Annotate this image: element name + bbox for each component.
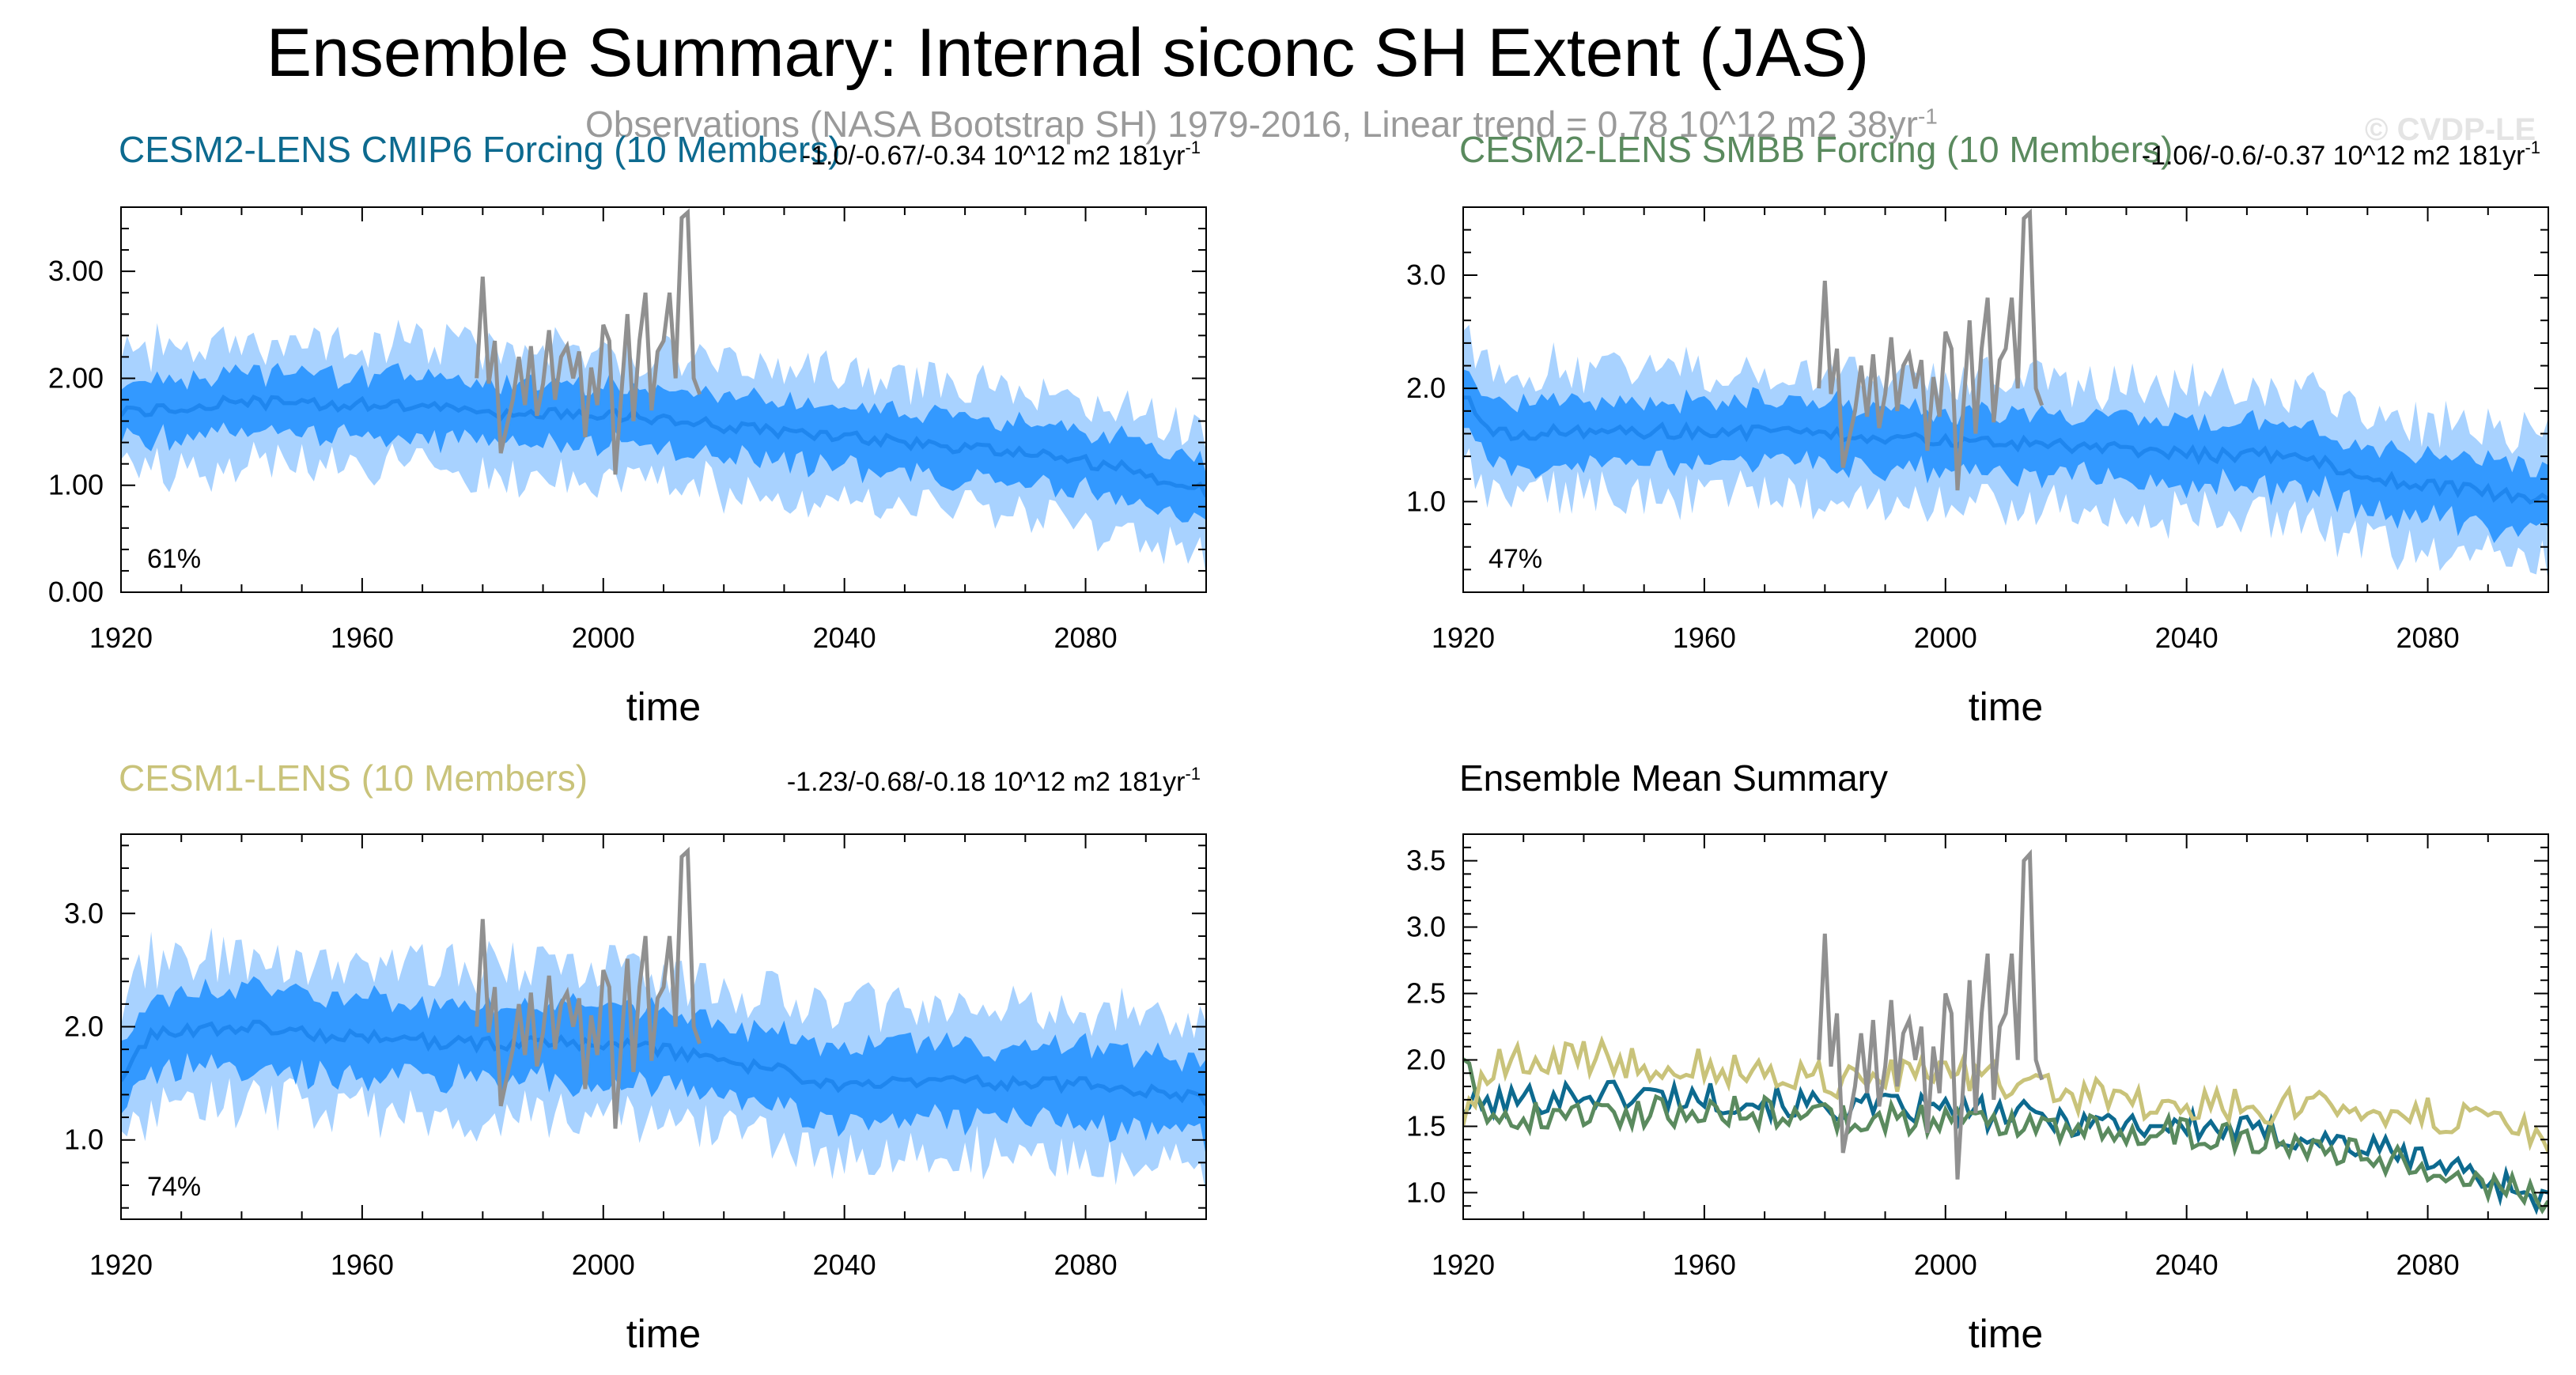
chart-panel-cesm1: 1920 1960 2000 2040 2080 1.0 2.0 3.0 time CESM1-L… [64,757,1207,1356]
panel-title: Ensemble Mean Summary [1459,757,1888,799]
chart-panel-cesm2-smbb: 1920 1960 2000 2040 2080 1.0 2.0 3.0 time CESM2-L… [1406,129,2549,729]
trend-text: -1.0/-0.67/-0.34 10^12 m2 181yr [802,141,1186,171]
series-line-cesm2-lens-smbb-forcing [1463,1057,2548,1214]
x-tick-label: 2000 [572,621,635,654]
y-tick-label: 3.0 [1406,259,1446,291]
x-tick-label: 1960 [331,1248,394,1281]
ensemble-mean-line [121,1019,1206,1107]
x-tick-label: 2080 [1054,1248,1118,1281]
trend-label: -1.06/-0.6/-0.37 10^12 m2 181yr-1 [2142,138,2540,171]
y-tick-label: 3.0 [1406,911,1446,943]
y-tick-label: 1.0 [64,1124,104,1156]
x-tick-label: 2040 [2155,1248,2219,1281]
observations-line [475,208,702,475]
panel-title: CESM2-LENS SMBB Forcing (10 Members) [1459,129,2173,170]
x-tick-label: 2040 [813,1248,876,1281]
chart-panel-cesm2-cmip6: 1920 1960 2000 2040 2080 0.00 1.00 2.00 3.00 time… [48,129,1207,729]
trend-exponent: -1 [1185,138,1201,157]
x-axis-title: time [626,1312,701,1356]
percent-label: 61% [147,544,201,574]
series-line-cesm2-lens-cmip6-forcing [1463,1078,2548,1215]
x-tick-label: 1920 [89,621,153,654]
percent-label: 74% [147,1172,201,1202]
x-tick-label: 2080 [2396,621,2460,654]
y-tick-label: 2.0 [1406,372,1446,404]
x-tick-label: 1960 [331,621,394,654]
y-tick-label: 1.00 [48,469,104,501]
trend-exponent: -1 [1185,764,1201,784]
inner-spread-band [1463,369,2548,543]
plot-area [121,208,1206,576]
plot-area [1463,848,2548,1215]
observations-trend-label: Observations (NASA Bootstrap SH) 1979-20… [585,103,1938,145]
x-axis-title: time [1969,685,2043,729]
trend-text: -1.23/-0.68/-0.18 10^12 m2 181yr [787,767,1186,797]
x-tick-label: 1960 [1673,621,1736,654]
inner-spread-band [121,976,1206,1157]
plot-frame [1462,833,2549,1220]
x-tick-label: 2080 [2396,1248,2460,1281]
y-tick-label: 2.0 [64,1010,104,1043]
plot-area [1463,208,2548,582]
x-tick-label: 2080 [1054,621,1118,654]
x-tick-label: 2040 [2155,621,2219,654]
series-line-cesm1-lens [1463,1035,2548,1153]
trend-text: -1.06/-0.6/-0.37 10^12 m2 181yr [2142,141,2525,171]
y-tick-label: 2.5 [1406,977,1446,1010]
x-tick-label: 2000 [1914,621,1977,654]
x-tick-label: 2000 [1914,1248,1977,1281]
x-tick-label: 1920 [1432,621,1495,654]
chart-panel-ensemble-mean: 1920 1960 2000 2040 2080 1.0 1.5 2.0 2.5 3.0 3.5 ti… [1406,757,2549,1356]
observations-trend-exponent: -1 [1917,104,1938,129]
y-tick-label: 0.00 [48,576,104,608]
observations-line [1817,848,2045,1180]
x-tick-label: 1960 [1673,1248,1736,1281]
x-tick-label: 2000 [572,1248,635,1281]
cvdp-watermark: © CVDP-LE [2365,112,2536,147]
x-tick-label: 2040 [813,621,876,654]
x-axis-title: time [626,685,701,729]
observations-line [475,846,702,1129]
y-tick-label: 1.0 [1406,1176,1446,1208]
ensemble-mean-line [1463,395,2548,505]
x-tick-label: 1920 [89,1248,153,1281]
plot-area [121,846,1206,1196]
y-tick-label: 3.0 [64,897,104,929]
observations-line [1817,208,2045,491]
y-tick-label: 1.0 [1406,485,1446,517]
panel-title: CESM1-LENS (10 Members) [119,757,588,799]
y-tick-label: 2.00 [48,361,104,394]
ensemble-mean-line [121,395,1206,497]
trend-exponent: -1 [2525,138,2540,157]
panel-title: CESM2-LENS CMIP6 Forcing (10 Members) [119,129,841,170]
y-tick-label: 2.0 [1406,1043,1446,1075]
x-axis-title: time [1969,1312,2043,1356]
x-tick-label: 1920 [1432,1248,1495,1281]
trend-label: -1.23/-0.68/-0.18 10^12 m2 181yr-1 [787,764,1201,797]
page-title: Ensemble Summary: Internal siconc SH Ext… [266,15,1870,91]
observations-trend-text: Observations (NASA Bootstrap SH) 1979-20… [585,104,1918,145]
y-tick-label: 3.00 [48,255,104,287]
trend-label: -1.0/-0.67/-0.34 10^12 m2 181yr-1 [802,138,1201,171]
y-tick-label: 1.5 [1406,1109,1446,1142]
y-tick-label: 3.5 [1406,844,1446,877]
percent-label: 47% [1488,544,1542,574]
